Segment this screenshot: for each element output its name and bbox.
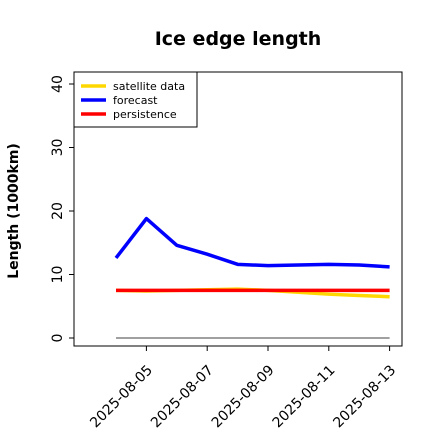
x-axis: 2025-08-052025-08-072025-08-092025-08-11… xyxy=(87,346,399,431)
x-tick-label: 2025-08-05 xyxy=(87,362,156,431)
y-axis: 0 10 20 30 40 xyxy=(50,75,74,342)
y-tick-label: 0 xyxy=(50,334,66,343)
y-axis-label: Length (1000km) xyxy=(6,143,22,279)
legend-label: satellite data xyxy=(113,80,185,93)
x-tick-label: 2025-08-09 xyxy=(209,362,278,431)
x-tick-label: 2025-08-11 xyxy=(270,362,339,431)
y-tick-label: 10 xyxy=(50,266,66,284)
legend-label: persistence xyxy=(113,108,177,121)
y-tick-label: 30 xyxy=(50,139,66,157)
series-line-forecast xyxy=(114,216,390,269)
y-tick-label: 20 xyxy=(50,202,66,220)
series-layer xyxy=(114,216,390,299)
y-tick-label: 40 xyxy=(50,75,66,93)
plot-frame xyxy=(73,71,403,347)
x-tick-label: 2025-08-07 xyxy=(148,362,217,431)
chart-title: Ice edge length xyxy=(155,28,322,50)
x-tick-label: 2025-08-13 xyxy=(330,362,399,431)
legend-label: forecast xyxy=(113,94,158,107)
